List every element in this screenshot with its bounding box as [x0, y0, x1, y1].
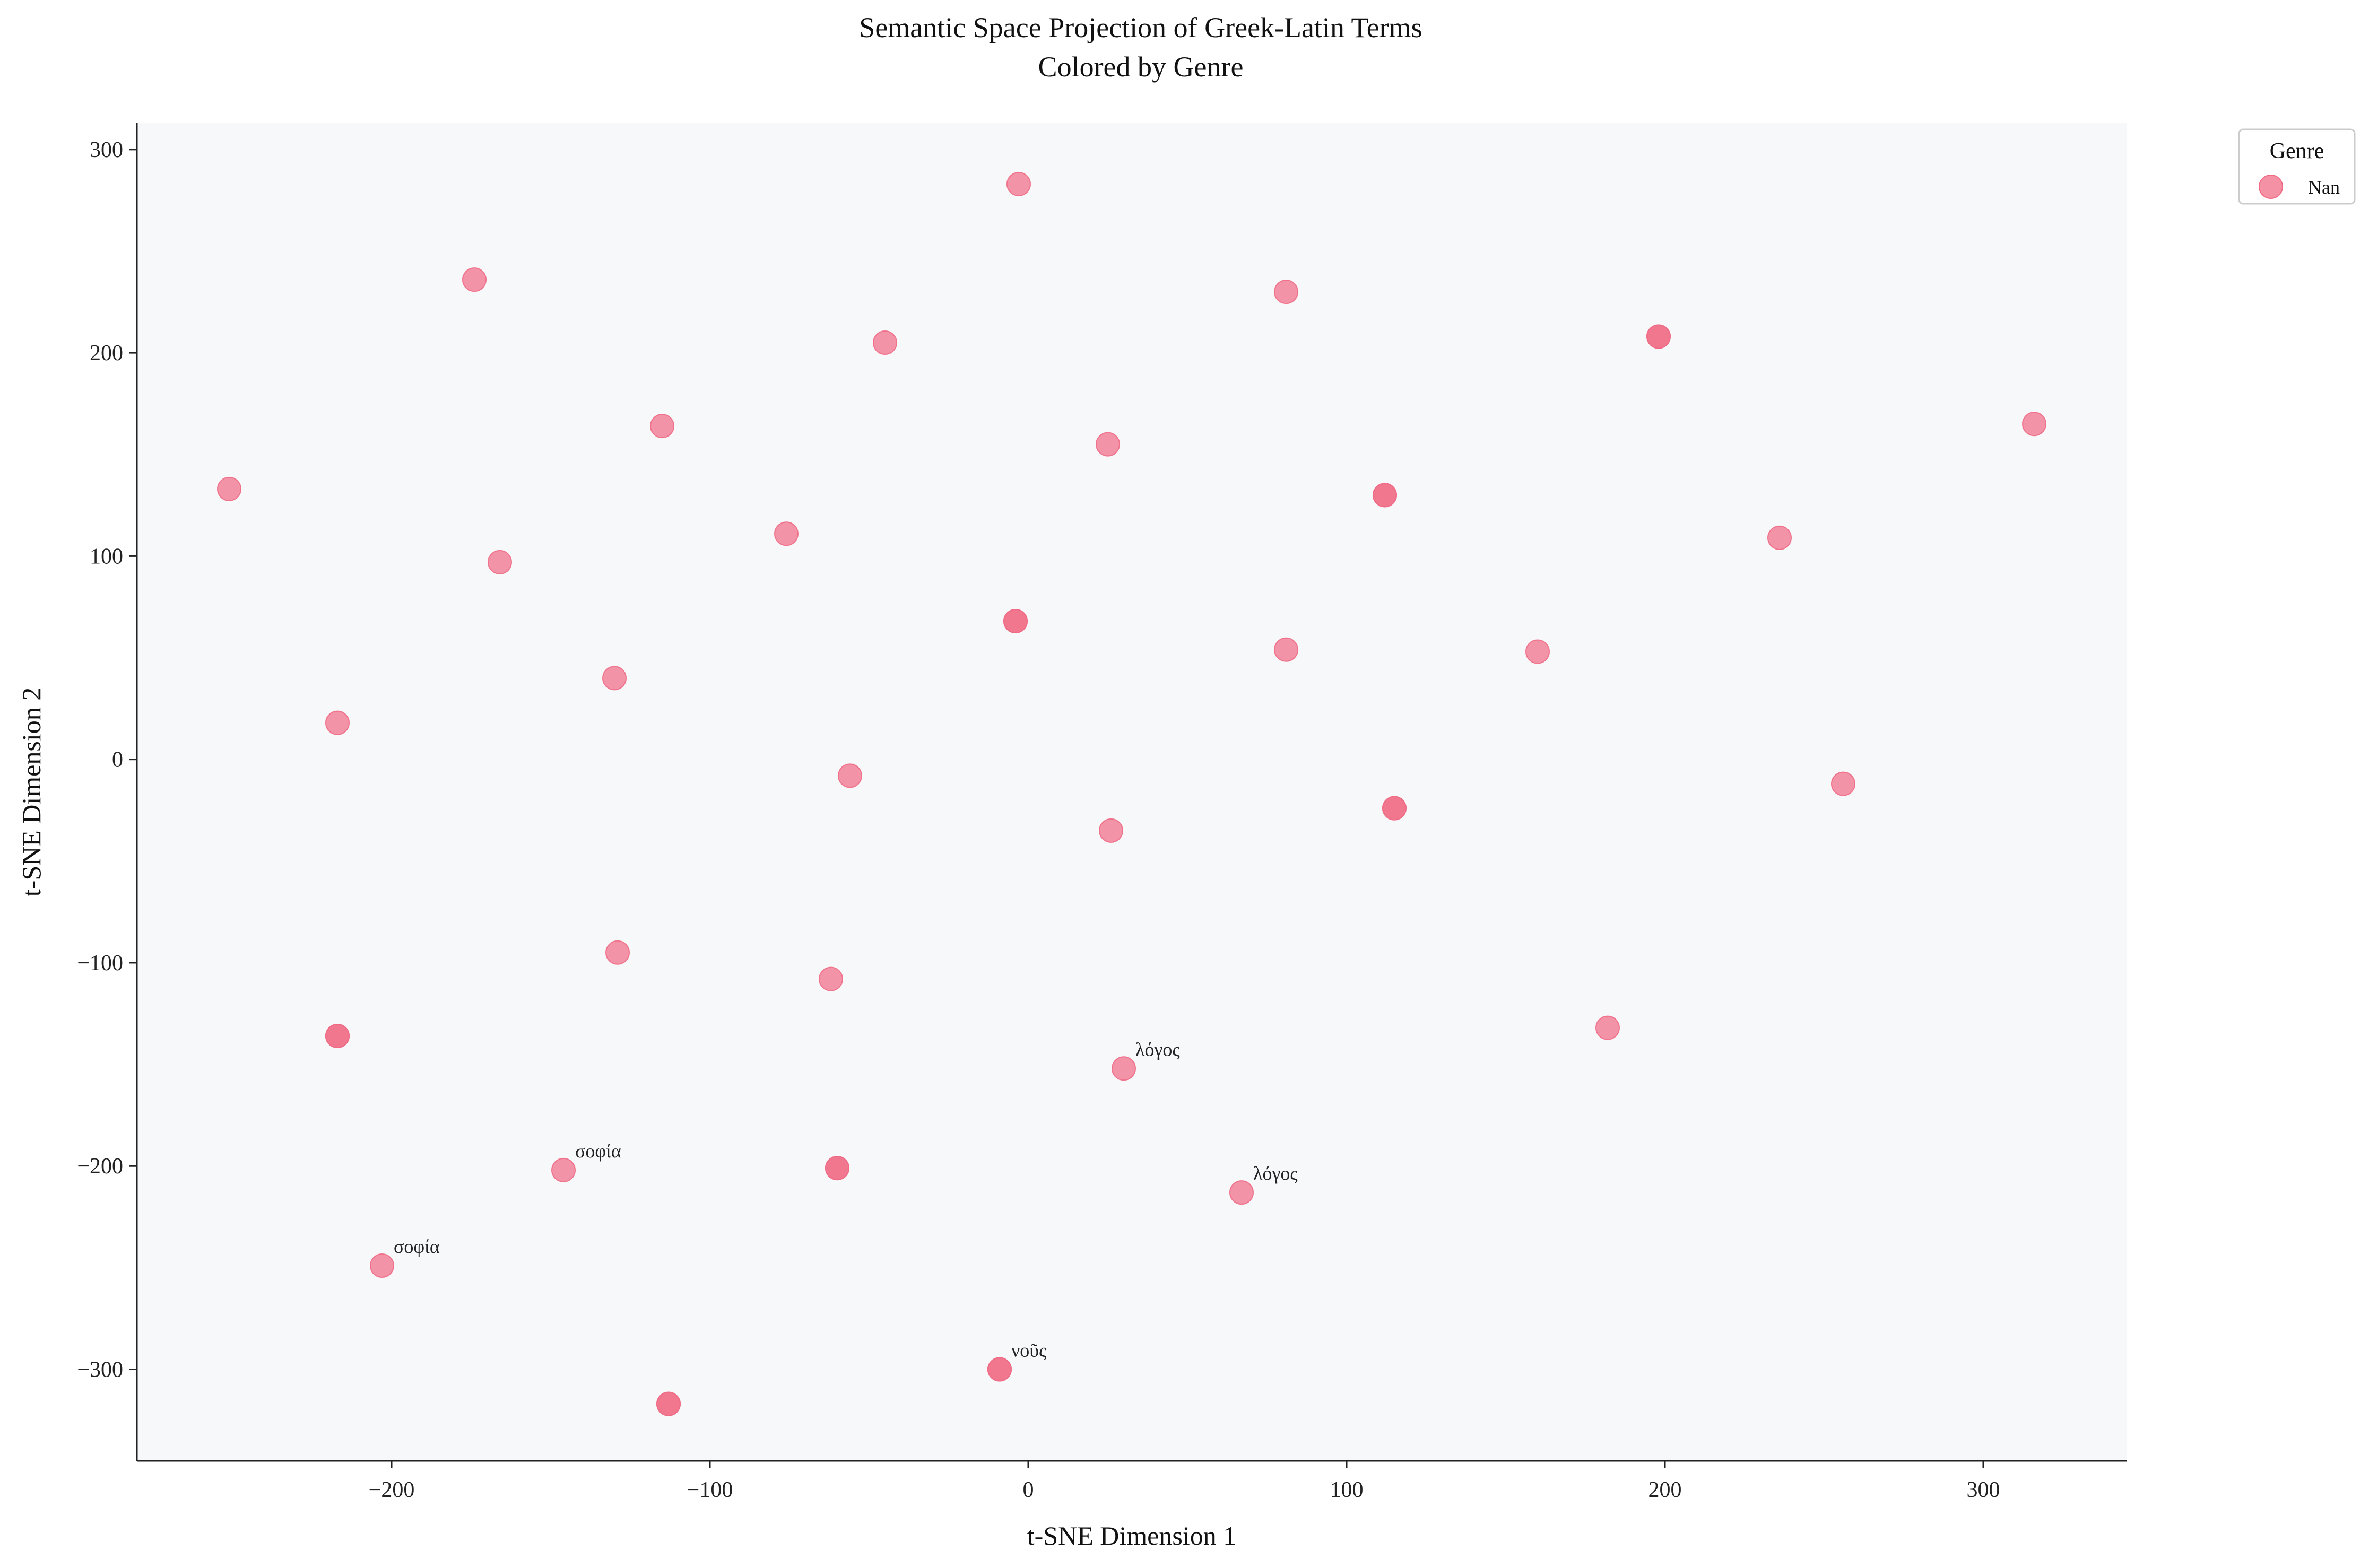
data-point — [325, 1023, 350, 1048]
data-point — [1003, 609, 1028, 634]
data-point — [1099, 818, 1123, 843]
y-axis-label: t-SNE Dimension 2 — [16, 687, 46, 896]
y-tick-label: 200 — [90, 341, 123, 365]
x-tick-label: 100 — [1330, 1478, 1364, 1502]
data-point — [1229, 1180, 1254, 1205]
point-annotations: λόγος σοφία λόγος σοφία νοῦς — [394, 1039, 1298, 1361]
data-point — [656, 1391, 681, 1416]
data-point — [650, 414, 674, 439]
y-tick-label: 300 — [90, 138, 123, 162]
data-points — [217, 171, 2046, 1416]
legend-marker-nan — [2259, 175, 2283, 199]
data-point — [325, 710, 350, 735]
data-point — [1112, 1056, 1136, 1081]
y-tick-label: −100 — [77, 951, 123, 975]
x-tick-label: −100 — [687, 1478, 733, 1502]
data-point — [1525, 639, 1550, 664]
data-point — [1767, 525, 1792, 550]
y-axis-ticks: −300 −200 −100 0 100 200 300 — [77, 138, 137, 1382]
data-point — [551, 1157, 576, 1182]
data-point — [825, 1156, 849, 1181]
chart-title-line-2: Colored by Genre — [1038, 51, 1244, 83]
data-point — [488, 550, 512, 574]
x-axis-ticks: −200 −100 0 100 200 300 — [369, 1461, 2000, 1502]
data-point — [1096, 432, 1120, 457]
x-axis-label: t-SNE Dimension 1 — [1027, 1521, 1236, 1550]
data-point — [462, 267, 487, 292]
data-point — [1595, 1015, 1620, 1040]
y-tick-label: −300 — [77, 1358, 123, 1382]
point-annotation: σοφία — [575, 1140, 621, 1162]
data-point — [1006, 171, 1031, 196]
x-tick-label: −200 — [369, 1478, 415, 1502]
data-point — [1274, 637, 1298, 662]
point-annotation: λόγος — [1135, 1039, 1180, 1060]
y-tick-label: −200 — [77, 1154, 123, 1179]
data-point — [1646, 324, 1671, 349]
point-annotation: λόγος — [1253, 1163, 1298, 1184]
data-point — [1274, 280, 1298, 304]
data-point — [1382, 796, 1407, 821]
y-tick-label: 100 — [90, 544, 123, 569]
data-point — [217, 476, 241, 501]
x-tick-label: 300 — [1967, 1478, 2000, 1502]
legend-label-nan: Nan — [2308, 177, 2340, 198]
data-point — [987, 1357, 1012, 1382]
point-annotation: νοῦς — [1011, 1340, 1046, 1361]
data-point — [370, 1253, 394, 1278]
data-point — [2022, 412, 2046, 437]
data-point — [602, 666, 627, 691]
chart-title-line-1: Semantic Space Projection of Greek-Latin… — [859, 12, 1422, 43]
point-annotation: σοφία — [394, 1236, 440, 1257]
data-point — [819, 966, 843, 991]
legend-title: Genre — [2270, 139, 2324, 163]
data-point — [873, 330, 897, 355]
x-tick-label: 200 — [1648, 1478, 1682, 1502]
data-point — [774, 521, 799, 546]
data-point — [1373, 483, 1397, 508]
x-tick-label: 0 — [1023, 1478, 1034, 1502]
data-point — [838, 763, 862, 788]
plot-area — [137, 123, 2127, 1461]
legend: Genre Nan — [2238, 128, 2356, 205]
data-point — [605, 940, 630, 965]
y-tick-label: 0 — [112, 748, 123, 772]
data-point — [1831, 771, 1855, 796]
